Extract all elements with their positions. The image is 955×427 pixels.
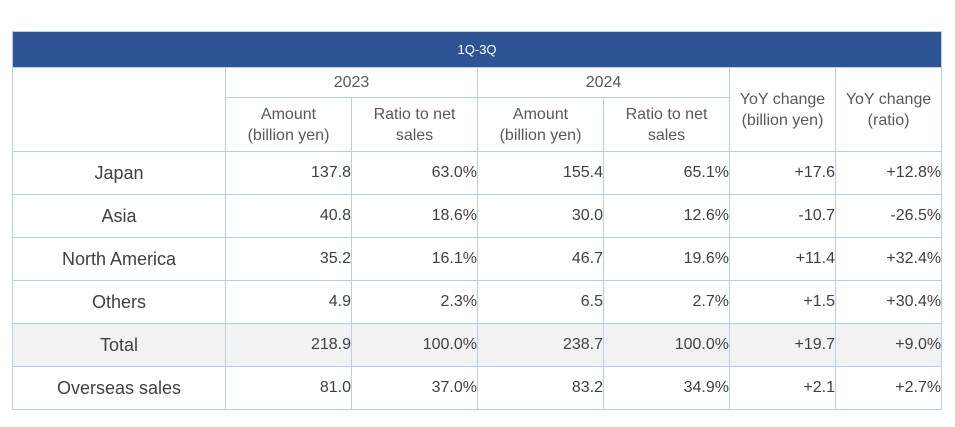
amount-2024-cell: 83.2 [477, 366, 604, 410]
ratio-2023-cell: 100.0% [351, 323, 478, 367]
table-row: Overseas sales 81.0 37.0% 83.2 34.9% +2.… [12, 366, 943, 410]
table-row: Japan 137.8 63.0% 155.4 65.1% +17.6 +12.… [12, 151, 943, 195]
yoy-change-cell: +1.5 [729, 280, 836, 324]
amount-header-line2: (billion yen) [247, 126, 330, 144]
amount-2024-cell: 238.7 [477, 323, 604, 367]
ratio-header-2024: Ratio to net sales [603, 97, 730, 152]
region-header-cell [12, 67, 226, 152]
amount-header-line2: (billion yen) [499, 126, 582, 144]
ratio-2023-cell: 16.1% [351, 237, 478, 281]
amount-2023-cell: 40.8 [225, 194, 352, 238]
ratio-2024-cell: 34.9% [603, 366, 730, 410]
ratio-2023-cell: 37.0% [351, 366, 478, 410]
table-row: Others 4.9 2.3% 6.5 2.7% +1.5 +30.4% [12, 280, 943, 324]
year-header-2023: 2023 [225, 67, 478, 98]
ratio-header-line2: sales [395, 126, 434, 144]
yoy-change-cell: +11.4 [729, 237, 836, 281]
yoy-ratio-cell: +32.4% [834, 237, 943, 281]
ratio-2024-cell: 65.1% [603, 151, 730, 195]
total-row: Total 218.9 100.0% 238.7 100.0% +19.7 +9… [12, 323, 943, 367]
amount-2024-cell: 46.7 [477, 237, 604, 281]
amount-header-2023: Amount (billion yen) [225, 97, 352, 152]
amount-2024-cell: 6.5 [477, 280, 604, 324]
ratio-header-line2: sales [647, 126, 686, 144]
sub-header-row: Amount (billion yen) Ratio to net sales … [13, 97, 942, 152]
yoy-ratio-cell: +12.8% [834, 151, 943, 195]
table-row: Asia 40.8 18.6% 30.0 12.6% -10.7 -26.5% [12, 194, 943, 238]
ratio-2024-cell: 2.7% [603, 280, 730, 324]
year-header-2024: 2024 [477, 67, 730, 98]
ratio-2024-cell: 100.0% [603, 323, 730, 367]
amount-2023-cell: 4.9 [225, 280, 352, 324]
year-header-row: 2023 2024 YoY change (billion yen) YoY c… [12, 67, 943, 152]
yoy-ratio-cell: -26.5% [834, 194, 943, 238]
ratio-2024-cell: 12.6% [603, 194, 730, 238]
region-cell: Asia [12, 194, 226, 238]
ratio-2024-cell: 19.6% [603, 237, 730, 281]
yoy-change-header: YoY change (billion yen) [729, 67, 836, 152]
regional-sales-table: 1Q-3Q 2023 2024 YoY change (billion yen)… [11, 31, 943, 410]
region-cell: Total [12, 323, 226, 367]
amount-header-2024: Amount (billion yen) [477, 97, 604, 152]
ratio-2023-cell: 18.6% [351, 194, 478, 238]
amount-2023-cell: 81.0 [225, 366, 352, 410]
yoy-change-cell: +19.7 [729, 323, 836, 367]
yoy-change-cell: +2.1 [729, 366, 836, 410]
region-cell: Overseas sales [12, 366, 226, 410]
yoy-ratio-cell: +9.0% [834, 323, 943, 367]
amount-header-line1: Amount [260, 105, 317, 123]
amount-2023-cell: 218.9 [225, 323, 352, 367]
yoy-ratio-header-line1: YoY change [845, 90, 932, 108]
ratio-header-line1: Ratio to net [625, 105, 708, 123]
yoy-ratio-header-line2: (ratio) [867, 111, 910, 129]
ratio-2023-cell: 2.3% [351, 280, 478, 324]
period-banner-row: 1Q-3Q [11, 31, 943, 68]
yoy-ratio-header: YoY change (ratio) [834, 67, 943, 152]
ratio-2023-cell: 63.0% [351, 151, 478, 195]
ratio-header-2023: Ratio to net sales [351, 97, 478, 152]
yoy-change-cell: +17.6 [729, 151, 836, 195]
amount-2024-cell: 155.4 [477, 151, 604, 195]
period-banner: 1Q-3Q [11, 31, 943, 68]
region-cell: North America [12, 237, 226, 281]
amount-2023-cell: 35.2 [225, 237, 352, 281]
table-row: North America 35.2 16.1% 46.7 19.6% +11.… [12, 237, 943, 281]
yoy-ratio-cell: +2.7% [834, 366, 943, 410]
amount-2023-cell: 137.8 [225, 151, 352, 195]
yoy-ratio-cell: +30.4% [834, 280, 943, 324]
amount-2024-cell: 30.0 [477, 194, 604, 238]
region-cell: Japan [12, 151, 226, 195]
yoy-change-cell: -10.7 [729, 194, 836, 238]
ratio-header-line1: Ratio to net [373, 105, 456, 123]
yoy-change-header-line1: YoY change [739, 90, 826, 108]
region-cell: Others [12, 280, 226, 324]
yoy-change-header-line2: (billion yen) [741, 111, 824, 129]
amount-header-line1: Amount [512, 105, 569, 123]
